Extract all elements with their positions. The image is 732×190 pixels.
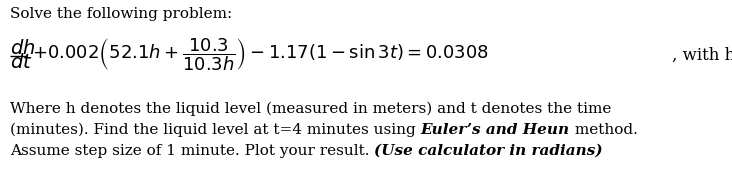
Text: , with h(0)=4: , with h(0)=4 xyxy=(672,47,732,63)
Text: $+ 0.002\left(52.1h + \dfrac{10.3}{10.3h}\right) - 1.17(1 - \sin 3t) = 0.0308$: $+ 0.002\left(52.1h + \dfrac{10.3}{10.3h… xyxy=(32,37,489,73)
Text: (Use calculator in radians): (Use calculator in radians) xyxy=(374,144,603,158)
Text: Assume step size of 1 minute. Plot your result.: Assume step size of 1 minute. Plot your … xyxy=(10,144,374,158)
Text: (minutes). Find the liquid level at t=4 minutes using: (minutes). Find the liquid level at t=4 … xyxy=(10,123,421,137)
Text: $\mathit{dh}$: $\mathit{dh}$ xyxy=(10,40,35,59)
Text: $\mathit{dt}$: $\mathit{dt}$ xyxy=(10,54,33,73)
Text: Where h denotes the liquid level (measured in meters) and t denotes the time: Where h denotes the liquid level (measur… xyxy=(10,102,611,116)
Text: method.: method. xyxy=(569,123,638,137)
Text: Euler’s and Heun: Euler’s and Heun xyxy=(421,123,569,137)
Text: Solve the following problem:: Solve the following problem: xyxy=(10,7,232,21)
